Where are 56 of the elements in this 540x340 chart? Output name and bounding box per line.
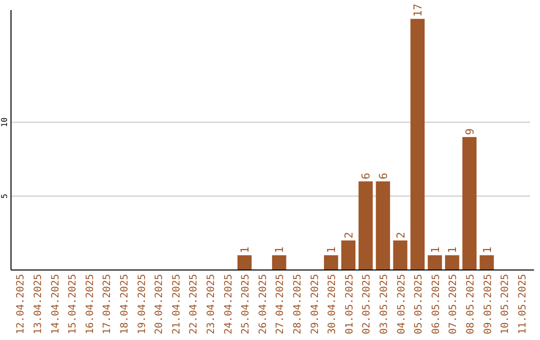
- bar: [376, 181, 390, 270]
- bar: [445, 255, 460, 270]
- bar: [393, 240, 408, 270]
- x-tick-label: 30.04.2025: [327, 274, 338, 334]
- data-label: 1: [428, 246, 442, 254]
- x-tick-label: 09.05.2025: [482, 274, 494, 334]
- x-tick-label: 26.04.2025: [258, 274, 269, 334]
- x-tick-label: 29.04.2025: [310, 274, 321, 334]
- x-tick-label: 24.04.2025: [223, 274, 234, 334]
- x-tick-label: 20.04.2025: [154, 274, 166, 334]
- x-tick-label: 08.05.2025: [465, 274, 476, 334]
- bar: [462, 137, 477, 270]
- y-tick-label: 10: [0, 117, 9, 128]
- x-tick-label: 16.04.2025: [84, 274, 96, 334]
- x-tick-label: 19.04.2025: [136, 274, 148, 334]
- x-tick-label: 17.04.2025: [102, 274, 114, 334]
- x-tick-label: 07.05.2025: [448, 274, 460, 334]
- data-label: 1: [238, 246, 252, 254]
- x-tick-label: 01.05.2025: [344, 274, 356, 334]
- x-tick-label: 03.05.2025: [378, 274, 390, 334]
- data-label: 17: [412, 4, 425, 17]
- x-tick-label: 14.04.2025: [50, 274, 62, 334]
- x-tick-label: 12.04.2025: [16, 274, 27, 334]
- x-tick-label: 15.04.2025: [68, 274, 79, 334]
- x-tick-label: 05.05.2025: [414, 274, 425, 334]
- x-tick-label: 27.04.2025: [275, 274, 286, 334]
- data-label: 1: [273, 246, 286, 254]
- bar: [410, 18, 425, 270]
- x-tick-label: 02.05.2025: [362, 274, 373, 334]
- data-label: 2: [394, 232, 408, 238]
- data-label: 2: [342, 232, 356, 238]
- data-label: 6: [376, 172, 390, 180]
- x-tick-label: 13.04.2025: [32, 274, 44, 334]
- x-tick-label: 11.05.2025: [517, 274, 528, 334]
- bar: [237, 255, 252, 270]
- bar: [272, 255, 286, 270]
- bar: [341, 240, 356, 270]
- data-label: 1: [325, 246, 338, 254]
- data-label: 1: [446, 246, 460, 254]
- x-tick-label: 10.05.2025: [500, 274, 512, 334]
- x-tick-label: 06.05.2025: [430, 274, 442, 334]
- bar: [428, 255, 442, 270]
- bar: [480, 255, 494, 270]
- x-tick-label: 18.04.2025: [119, 274, 130, 334]
- y-tick-label: 5: [0, 194, 9, 199]
- bar: [324, 255, 338, 270]
- data-label: 6: [360, 172, 373, 180]
- bar: [358, 181, 373, 270]
- x-tick-label: 25.04.2025: [240, 274, 252, 334]
- data-label: 9: [463, 128, 476, 136]
- x-tick-label: 04.05.2025: [396, 274, 408, 334]
- x-tick-label: 23.04.2025: [206, 274, 217, 334]
- x-tick-label: 28.04.2025: [292, 274, 304, 334]
- x-tick-label: 22.04.2025: [188, 274, 200, 334]
- data-label: 1: [480, 246, 494, 254]
- x-tick-label: 21.04.2025: [171, 274, 182, 334]
